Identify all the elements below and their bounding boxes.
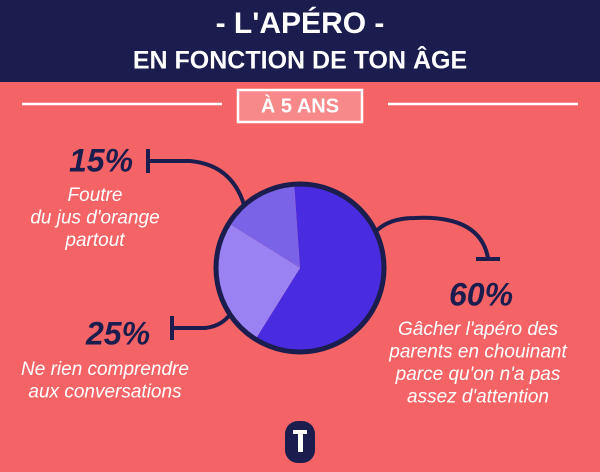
- chart-title: - L'APÉRO -: [216, 6, 385, 40]
- connector: [370, 215, 490, 259]
- value-label: 60%: [449, 276, 513, 312]
- slice-label: parce qu'on n'a pas: [395, 364, 561, 385]
- slice-label: Ne rien comprendre: [21, 359, 189, 380]
- value-label: 15%: [69, 142, 133, 178]
- section-box: [236, 88, 364, 124]
- pie-outline: [213, 181, 387, 355]
- slice-label: aux conversations: [28, 382, 182, 403]
- connectors: [146, 149, 500, 340]
- slice-label: partout: [64, 230, 125, 251]
- logo-mark: [298, 434, 303, 452]
- pie-slice: [215, 223, 300, 340]
- pie-slice: [255, 184, 384, 352]
- chart-subtitle: EN FONCTION DE TON ÂGE: [133, 45, 467, 75]
- slice-label: parents en chouinant: [388, 342, 567, 363]
- slice-label: du jus d'orange: [30, 208, 159, 229]
- slice-label: Foutre: [68, 185, 123, 206]
- value-label: 25%: [85, 315, 150, 351]
- section-label: À 5 ANS: [261, 94, 339, 117]
- header-band: [0, 0, 600, 82]
- pie: [213, 181, 387, 355]
- logo: [285, 421, 315, 463]
- connector: [148, 159, 248, 213]
- logo-mark: [293, 430, 307, 434]
- slice-label: Gâcher l'apéro des: [398, 319, 558, 340]
- slice-label: assez d'attention: [407, 387, 549, 408]
